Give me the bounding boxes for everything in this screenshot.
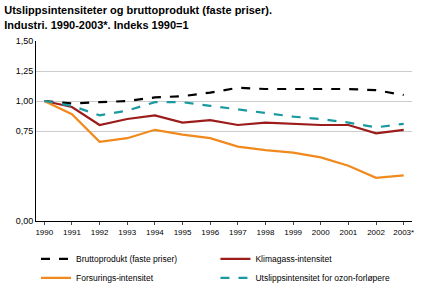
svg-text:0,75: 0,75 [16,126,34,136]
svg-text:1,25: 1,25 [16,66,34,76]
svg-text:1991: 1991 [63,228,81,237]
svg-text:Forsurings-intensitet: Forsurings-intensitet [76,273,154,283]
svg-text:1999: 1999 [284,228,302,237]
svg-text:2000: 2000 [312,228,330,237]
svg-text:1993: 1993 [118,228,136,237]
svg-text:1,50: 1,50 [16,36,34,46]
svg-text:1998: 1998 [257,228,275,237]
svg-text:0,00: 0,00 [16,216,34,226]
svg-text:1996: 1996 [201,228,219,237]
svg-text:2001: 2001 [340,228,358,237]
svg-text:1997: 1997 [229,228,247,237]
svg-text:1,00: 1,00 [16,96,34,106]
svg-text:Utslippsintensitet for ozon-fo: Utslippsintensitet for ozon-forløpere [255,273,389,283]
svg-text:2002: 2002 [367,228,385,237]
svg-text:1995: 1995 [174,228,192,237]
svg-text:2003*: 2003* [393,228,414,237]
svg-text:1990: 1990 [35,228,53,237]
svg-text:1994: 1994 [146,228,164,237]
svg-text:Klimagass-intensitet: Klimagass-intensitet [255,254,332,264]
svg-text:1992: 1992 [91,228,109,237]
svg-text:Bruttoprodukt (faste priser): Bruttoprodukt (faste priser) [76,254,177,264]
svg-text:Utslippsintensiteter og brutto: Utslippsintensiteter og bruttoprodukt (f… [4,4,272,30]
